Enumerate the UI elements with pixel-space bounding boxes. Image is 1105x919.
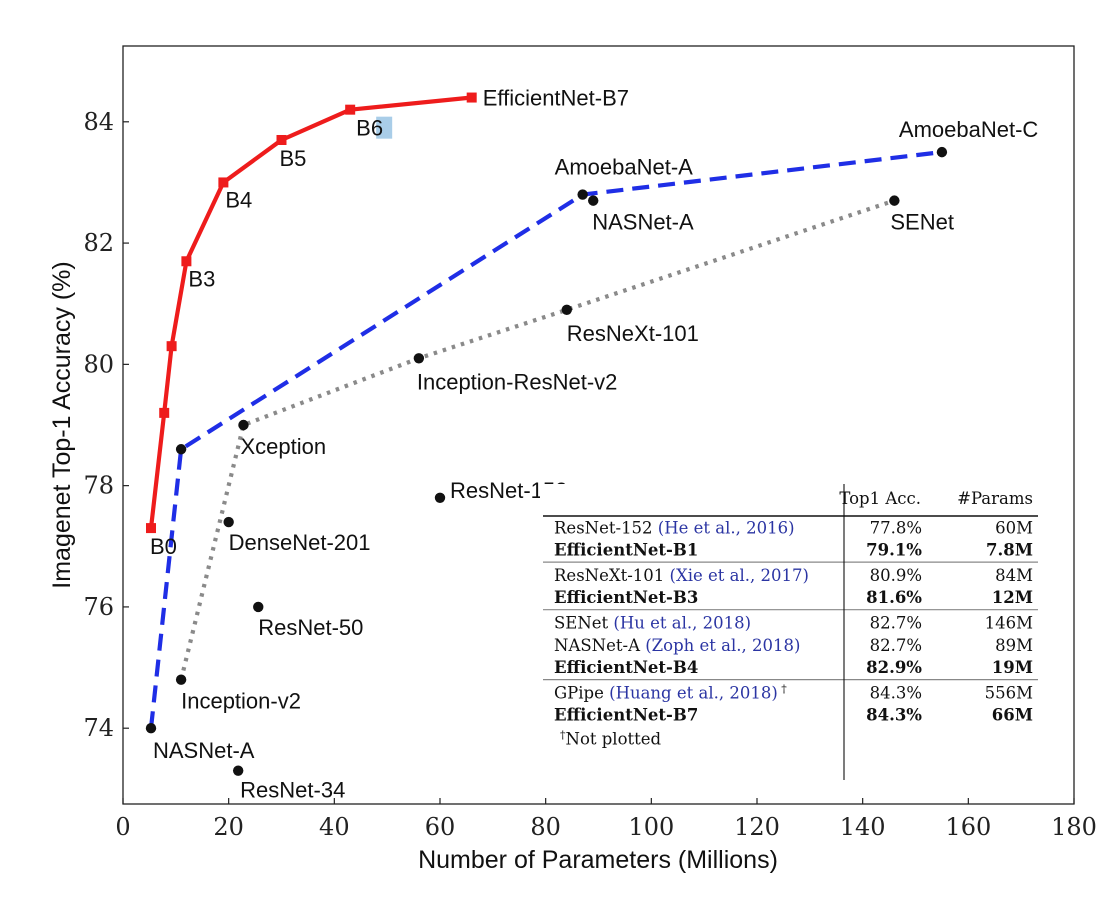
x-tick-label: 140	[840, 813, 886, 841]
table-row-params: 146M	[985, 614, 1033, 633]
table-row-params: 556M	[985, 683, 1033, 702]
point-label: B0	[150, 534, 177, 559]
efficientnet-point	[166, 341, 177, 352]
x-tick-label: 0	[115, 813, 130, 841]
table-row-model: SENet (Hu et al., 2018)	[554, 614, 751, 633]
model-point	[175, 444, 187, 455]
axis-ticks: 0 20 40 60 80 100 120 140 160 180 74 76 78 80 82 84	[83, 108, 1096, 841]
table-row-model: ResNeXt-101 (Xie et al., 2017)	[554, 566, 809, 585]
model-point	[238, 419, 249, 431]
y-tick-label: 84	[83, 108, 114, 136]
table-row-acc: 82.9%	[866, 658, 922, 677]
data-points	[145, 92, 948, 776]
table-header-acc: Top1 Acc.	[839, 489, 921, 508]
y-tick-label: 82	[83, 229, 114, 257]
efficientnet-point	[181, 256, 192, 267]
table-background	[540, 484, 1042, 780]
x-axis-title: Number of Parameters (Millions)	[418, 846, 778, 874]
x-tick-label: 80	[530, 813, 561, 841]
efficientnet-point	[345, 104, 356, 115]
efficientnet-point	[146, 523, 157, 534]
point-label: ResNet-50	[258, 615, 363, 640]
model-point	[434, 492, 446, 503]
table-row-model: NASNet-A (Zoph et al., 2018)	[554, 636, 800, 655]
table-row-model: EfficientNet-B3	[554, 588, 698, 607]
point-label: AmoebaNet-A	[555, 155, 694, 180]
y-tick-label: 80	[83, 350, 114, 378]
point-label: EfficientNet-B7	[483, 86, 629, 111]
point-label: DenseNet-201	[229, 530, 371, 555]
point-label: B5	[280, 146, 307, 171]
point-label: NASNet-A	[153, 738, 255, 763]
point-label: B6	[356, 116, 383, 141]
x-tick-label: 160	[945, 813, 991, 841]
point-label: B3	[188, 266, 215, 291]
y-axis-title: Imagenet Top-1 Accuracy (%)	[48, 261, 76, 588]
table-header-params: #Params	[957, 489, 1033, 508]
table-row-acc: 81.6%	[866, 588, 922, 607]
efficientnet-point	[218, 177, 229, 188]
x-tick-label: 20	[213, 813, 244, 841]
table-row-acc: 80.9%	[870, 566, 922, 585]
table-row-model: EfficientNet-B1	[554, 541, 698, 560]
model-point	[175, 674, 187, 685]
point-label: Xception	[240, 434, 326, 459]
series-line-1	[148, 95, 472, 529]
point-label: ResNeXt-101	[567, 321, 699, 346]
table-row-params: 12M	[992, 588, 1033, 607]
plot-frame	[122, 45, 1075, 805]
model-point	[588, 195, 599, 206]
table-row-acc: 82.7%	[870, 614, 922, 633]
model-point	[253, 601, 264, 613]
table-row-params: 66M	[992, 706, 1033, 725]
point-label: Inception-ResNet-v2	[417, 369, 618, 394]
table-row-model: EfficientNet-B7	[554, 706, 698, 725]
table-footnote: †Not plotted	[560, 729, 662, 749]
table-row-acc: 82.7%	[870, 636, 922, 655]
table-row-params: 19M	[992, 658, 1033, 677]
table-row-model: ResNet-152 (He et al., 2016)	[554, 518, 795, 537]
comparison-table: Top1 Acc. #Params ResNet-152 (He et al., 2…	[540, 484, 1042, 780]
point-label: ResNet-34	[240, 778, 345, 803]
table-row-acc: 77.8%	[870, 518, 922, 537]
point-label: NASNet-A	[592, 210, 694, 235]
x-tick-label: 180	[1051, 813, 1097, 841]
efficientnet-point	[276, 134, 287, 145]
point-label: Inception-v2	[181, 689, 301, 714]
point-labels: B0 B3 B4 B5 B6 EfficientNet-B7 NASNet-A AmoebaN…	[150, 86, 1038, 803]
series-line-2	[148, 150, 943, 729]
y-tick-label: 78	[83, 472, 114, 500]
x-tick-label: 120	[734, 813, 780, 841]
model-point	[232, 765, 244, 776]
point-label: AmoebaNet-C	[899, 117, 1039, 142]
point-label: B4	[225, 187, 252, 212]
table-row-params: 84M	[995, 566, 1033, 585]
model-point	[223, 516, 234, 528]
model-point	[145, 723, 157, 734]
table-row-params: 60M	[995, 518, 1033, 537]
table-row-model: EfficientNet-B4	[554, 658, 698, 677]
efficientnet-point	[159, 407, 170, 418]
table-row-acc: 84.3%	[870, 683, 922, 702]
model-point	[889, 195, 900, 206]
table-row-params: 7.8M	[986, 541, 1033, 560]
x-tick-label: 40	[319, 813, 350, 841]
y-tick-label: 76	[83, 593, 114, 621]
table-row-model: GPipe (Huang et al., 2018) †	[554, 682, 787, 702]
point-label: SENet	[890, 210, 954, 235]
y-tick-label: 74	[83, 714, 114, 742]
table-row-acc: 79.1%	[866, 541, 922, 560]
model-point	[936, 146, 948, 158]
table-row-acc: 84.3%	[866, 706, 922, 725]
efficientnet-point	[466, 92, 477, 103]
model-point	[561, 304, 572, 315]
label-highlight	[376, 116, 393, 139]
model-point	[413, 353, 425, 364]
x-tick-label: 60	[425, 813, 456, 841]
table-row-params: 89M	[995, 636, 1033, 655]
model-point	[577, 189, 588, 200]
x-tick-label: 100	[628, 813, 674, 841]
